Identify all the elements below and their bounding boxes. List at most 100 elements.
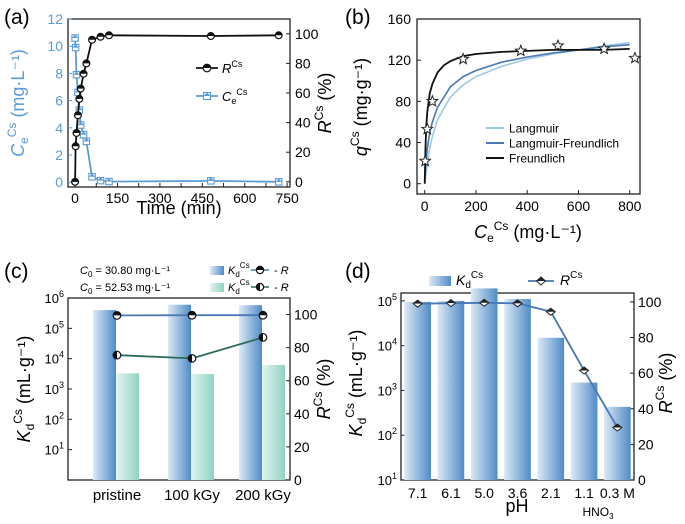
panel-a-left-tick-label: 10	[47, 38, 63, 54]
panel-c-r-point-c0-1	[187, 310, 197, 320]
panel-d-r-series	[412, 298, 623, 432]
panel-c-left-tick-label: 106	[45, 289, 64, 306]
panel-b-axes: 0 200 400 600 800 0 40 80 120 160	[388, 11, 642, 214]
panel-c-r-point-c0-2	[112, 350, 122, 360]
panel-a-point-ce	[72, 71, 81, 79]
panel-a-point-r	[73, 111, 82, 120]
panel-a-point-ce	[274, 178, 283, 186]
panel-d-axes: 101 102 103 104 105 0 20 40 60 80 100 7.1 6.1 5.0 3.6 2…	[378, 292, 662, 501]
panel-a-legend-label: RCs	[222, 59, 243, 76]
panel-a-point-ce	[71, 34, 79, 42]
panel-d-legend-bar-swatch	[429, 276, 451, 286]
panel-a-legend: RCs CeCs	[196, 59, 248, 106]
panel-b-x-tick-label: 0	[421, 198, 429, 214]
panel-a-left-tick-label: 4	[55, 120, 63, 136]
panel-a-line-ce	[74, 37, 279, 183]
panel-b-x-axis-label: CeCs (mg·L⁻¹)	[474, 219, 582, 245]
panel-b-x-tick-label: 200	[464, 198, 488, 214]
panel-c-r-series	[112, 310, 268, 363]
panel-d-bars	[404, 288, 631, 480]
panel-d-hno3-label: HNO3	[582, 505, 614, 521]
panel-a-series	[71, 31, 283, 186]
panel-b-legend-label: Freundlich	[509, 152, 565, 166]
panel-a-right-tick-label: 40	[295, 115, 311, 131]
panel-d-right-tick-label: 80	[638, 330, 654, 346]
panel-d-right-tick-label: 40	[638, 401, 654, 417]
panel-d-right-tick-label: 60	[638, 365, 654, 381]
panel-c-kd-bar-c0-2	[116, 373, 139, 480]
panel-d-left-tick-label: 105	[378, 292, 397, 309]
panel-d-kd-bar	[570, 382, 598, 480]
panel-a-point-ce	[82, 137, 91, 146]
panel-b-star-point	[514, 43, 528, 57]
panel-d-r-point	[545, 307, 557, 316]
panel-a-point-ce	[96, 176, 105, 185]
panel-d-legend-marker	[535, 276, 547, 286]
panel-a-left-tick-label: 2	[55, 147, 63, 163]
panel-a-point-ce	[71, 43, 80, 52]
panel-a-frame	[67, 18, 291, 188]
panel-c-legend-marker	[255, 265, 265, 275]
panel-a-legend-marker	[202, 63, 212, 73]
panel-c-legend: C0 = 30.80 mg·L⁻¹ KdCs - R C0 = 52.53 mg·L⁻…	[80, 261, 289, 296]
panel-a-left-tick-label: 0	[55, 174, 63, 190]
panel-a-point-r	[75, 94, 84, 103]
panel-c-left-tick-label: 105	[45, 319, 64, 336]
panel-b-y-axis-label: qCs (mg·g⁻¹)	[348, 58, 371, 156]
panel-d-r-point	[445, 299, 457, 308]
panel-c-axes: 101 102 103 104 105 106 0 20 40 60 80 100 pristine 10…	[45, 289, 318, 504]
panel-d-right-tick-label: 0	[638, 472, 646, 488]
panel-d-right-tick-label: 20	[638, 436, 654, 452]
panel-c-right-tick-label: 0	[294, 472, 302, 488]
panel-a-right-tick-label: 60	[295, 85, 311, 101]
panel-d-kd-bar	[470, 288, 498, 480]
panel-c-r-point-c0-2	[187, 353, 197, 363]
panel-b-x-tick-label: 600	[567, 198, 591, 214]
panel-a-x-tick-label: 0	[71, 190, 79, 206]
panel-d-r-point	[412, 299, 423, 308]
panel-d-left-tick-label: 103	[378, 381, 397, 398]
panel-b-label: (b)	[345, 6, 371, 29]
panel-c-legend-c0: C0 = 52.53 mg·L⁻¹	[80, 282, 170, 296]
panel-b-y-tick-label: 160	[388, 11, 412, 27]
panel-c-left-axis-label: KdCs (mL·g⁻¹)	[11, 336, 37, 443]
panel-c-legend-kd: KdCs	[228, 261, 250, 279]
panel-c-left-tick-label: 101	[45, 441, 64, 458]
panel-a-right-tick-label: 100	[295, 26, 319, 42]
panel-c-legend-marker	[255, 282, 265, 292]
panel-d-r-point	[578, 366, 590, 375]
panel-d: (d) 101 102 103 104 105 0 20 40 60 80 100 7.1 6.1 5.0…	[343, 260, 676, 521]
panel-d-left-tick-label: 101	[378, 471, 397, 488]
panel-c-legend-kd: KdCs	[228, 278, 250, 296]
panel-d-kd-bar	[504, 299, 531, 480]
panel-c-left-tick-label: 103	[45, 380, 64, 397]
panel-c-category-label: 200 kGy	[235, 487, 291, 504]
panel-d-kd-bar	[537, 337, 565, 480]
panel-b: (b) 0 200 400 600 800 0 40 80 120 160 CeCs (mg·L⁻…	[345, 6, 642, 245]
panel-b-x-tick-label: 800	[618, 198, 642, 214]
panel-b-star-point	[418, 154, 432, 167]
panel-b-star-point	[420, 122, 434, 135]
panel-a-point-r	[72, 128, 81, 137]
panel-b-y-tick-label: 120	[388, 52, 412, 68]
panel-a-point-ce	[79, 130, 88, 139]
panel-b-star-point	[551, 38, 565, 52]
panel-c-r-point-c0-2	[258, 332, 268, 342]
panel-a: (a) 0 150 300 450 600 75002468101202040608010…	[4, 6, 335, 218]
panel-d-category-label: 6.1	[441, 485, 461, 501]
panel-d-r-point	[612, 423, 623, 432]
panel-b-y-tick-label: 40	[395, 135, 411, 151]
panel-d-r-point	[478, 298, 490, 307]
panel-a-point-r	[88, 35, 97, 44]
panel-a-point-r	[71, 142, 80, 151]
panel-b-x-tick-label: 400	[516, 198, 540, 214]
panel-c-left-tick-label: 102	[45, 410, 64, 427]
panel-a-left-axis-label: CeCs (mg·L⁻¹)	[5, 49, 31, 157]
panel-a-left-tick-label: 8	[55, 65, 63, 81]
panel-a-point-r	[82, 59, 91, 68]
panel-a-point-r	[96, 32, 105, 41]
panel-a-x-tick-label: 150	[106, 190, 130, 206]
